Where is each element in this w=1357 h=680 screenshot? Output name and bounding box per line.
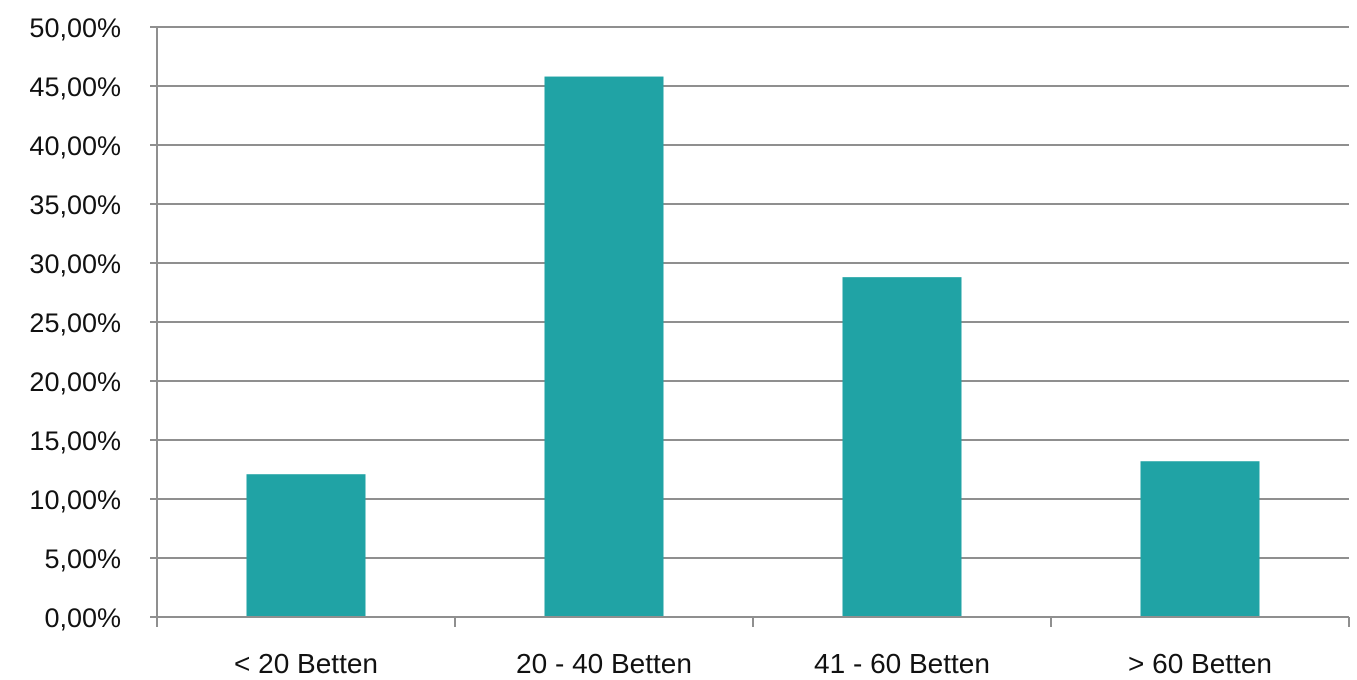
x-tick-label: 41 - 60 Betten [814, 648, 990, 679]
bar [842, 277, 962, 617]
y-tick-label: 50,00% [29, 13, 121, 43]
x-axis-tick-labels: < 20 Betten 20 - 40 Betten 41 - 60 Betten >… [234, 648, 1272, 679]
y-tick-label: 35,00% [29, 190, 121, 220]
bar [246, 474, 366, 617]
y-tick-label: 40,00% [29, 131, 121, 161]
x-tick-label: < 20 Betten [234, 648, 378, 679]
y-axis-tick-labels: 0,00% 5,00% 10,00% 15,00% 20,00% 25,00% 30,00%… [29, 13, 121, 633]
y-tick-label: 10,00% [29, 485, 121, 515]
x-tick-label: 20 - 40 Betten [516, 648, 692, 679]
bar-layer [246, 76, 1260, 617]
x-tick-label: > 60 Betten [1128, 648, 1272, 679]
y-tick-label: 45,00% [29, 72, 121, 102]
y-tick-label: 25,00% [29, 308, 121, 338]
axis-layer [150, 26, 1350, 627]
y-tick-label: 5,00% [44, 544, 121, 574]
y-tick-label: 0,00% [44, 603, 121, 633]
bar [544, 76, 664, 617]
y-tick-label: 20,00% [29, 367, 121, 397]
bar [1140, 461, 1260, 617]
y-tick-label: 15,00% [29, 426, 121, 456]
y-tick-label: 30,00% [29, 249, 121, 279]
